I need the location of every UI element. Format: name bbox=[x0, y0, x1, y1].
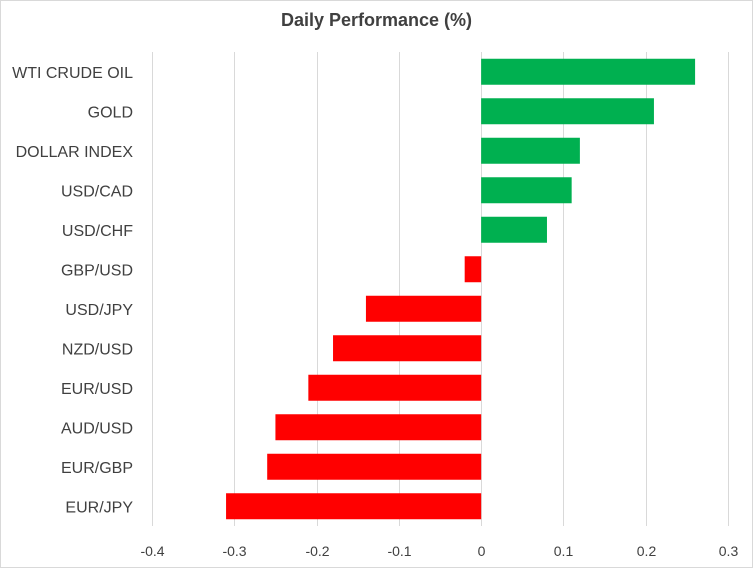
category-label: DOLLAR INDEX bbox=[16, 144, 134, 161]
bar bbox=[481, 137, 580, 164]
category-label: GBP/USD bbox=[61, 262, 133, 279]
category-label: USD/CHF bbox=[62, 223, 133, 240]
bar bbox=[267, 453, 482, 480]
bars bbox=[226, 58, 696, 520]
bar bbox=[481, 216, 547, 243]
category-label: GOLD bbox=[88, 104, 133, 121]
x-tick-label: 0.3 bbox=[719, 543, 739, 559]
bar bbox=[226, 493, 482, 520]
bar bbox=[464, 256, 482, 283]
x-tick-label: -0.4 bbox=[140, 543, 164, 559]
x-tick-label: 0.1 bbox=[554, 543, 574, 559]
x-tick-label: -0.3 bbox=[222, 543, 246, 559]
category-labels: WTI CRUDE OIL GOLD DOLLAR INDEX USD/CAD USD/… bbox=[12, 65, 133, 517]
category-label: AUD/USD bbox=[61, 420, 133, 437]
bar bbox=[481, 98, 654, 125]
category-label: EUR/USD bbox=[61, 381, 133, 398]
bar bbox=[275, 414, 482, 441]
category-label: EUR/GBP bbox=[61, 460, 133, 477]
x-tick-label: 0 bbox=[478, 543, 486, 559]
bar bbox=[481, 58, 696, 85]
tick-labels: -0.4 -0.3 -0.2 -0.1 0 0.1 0.2 0.3 bbox=[140, 543, 738, 559]
x-tick-label: -0.2 bbox=[305, 543, 329, 559]
x-tick-label: 0.2 bbox=[637, 543, 657, 559]
chart-title: Daily Performance (%) bbox=[280, 10, 473, 30]
category-label: NZD/USD bbox=[62, 341, 133, 358]
category-label: USD/CAD bbox=[61, 183, 133, 200]
category-label: USD/JPY bbox=[65, 302, 133, 319]
bar bbox=[481, 177, 572, 204]
bar bbox=[365, 295, 482, 322]
gridlines bbox=[152, 52, 729, 526]
category-label: EUR/JPY bbox=[65, 499, 133, 516]
x-tick-label: -0.1 bbox=[387, 543, 411, 559]
bar bbox=[333, 335, 482, 362]
category-label: WTI CRUDE OIL bbox=[12, 65, 133, 82]
bar bbox=[308, 374, 482, 401]
